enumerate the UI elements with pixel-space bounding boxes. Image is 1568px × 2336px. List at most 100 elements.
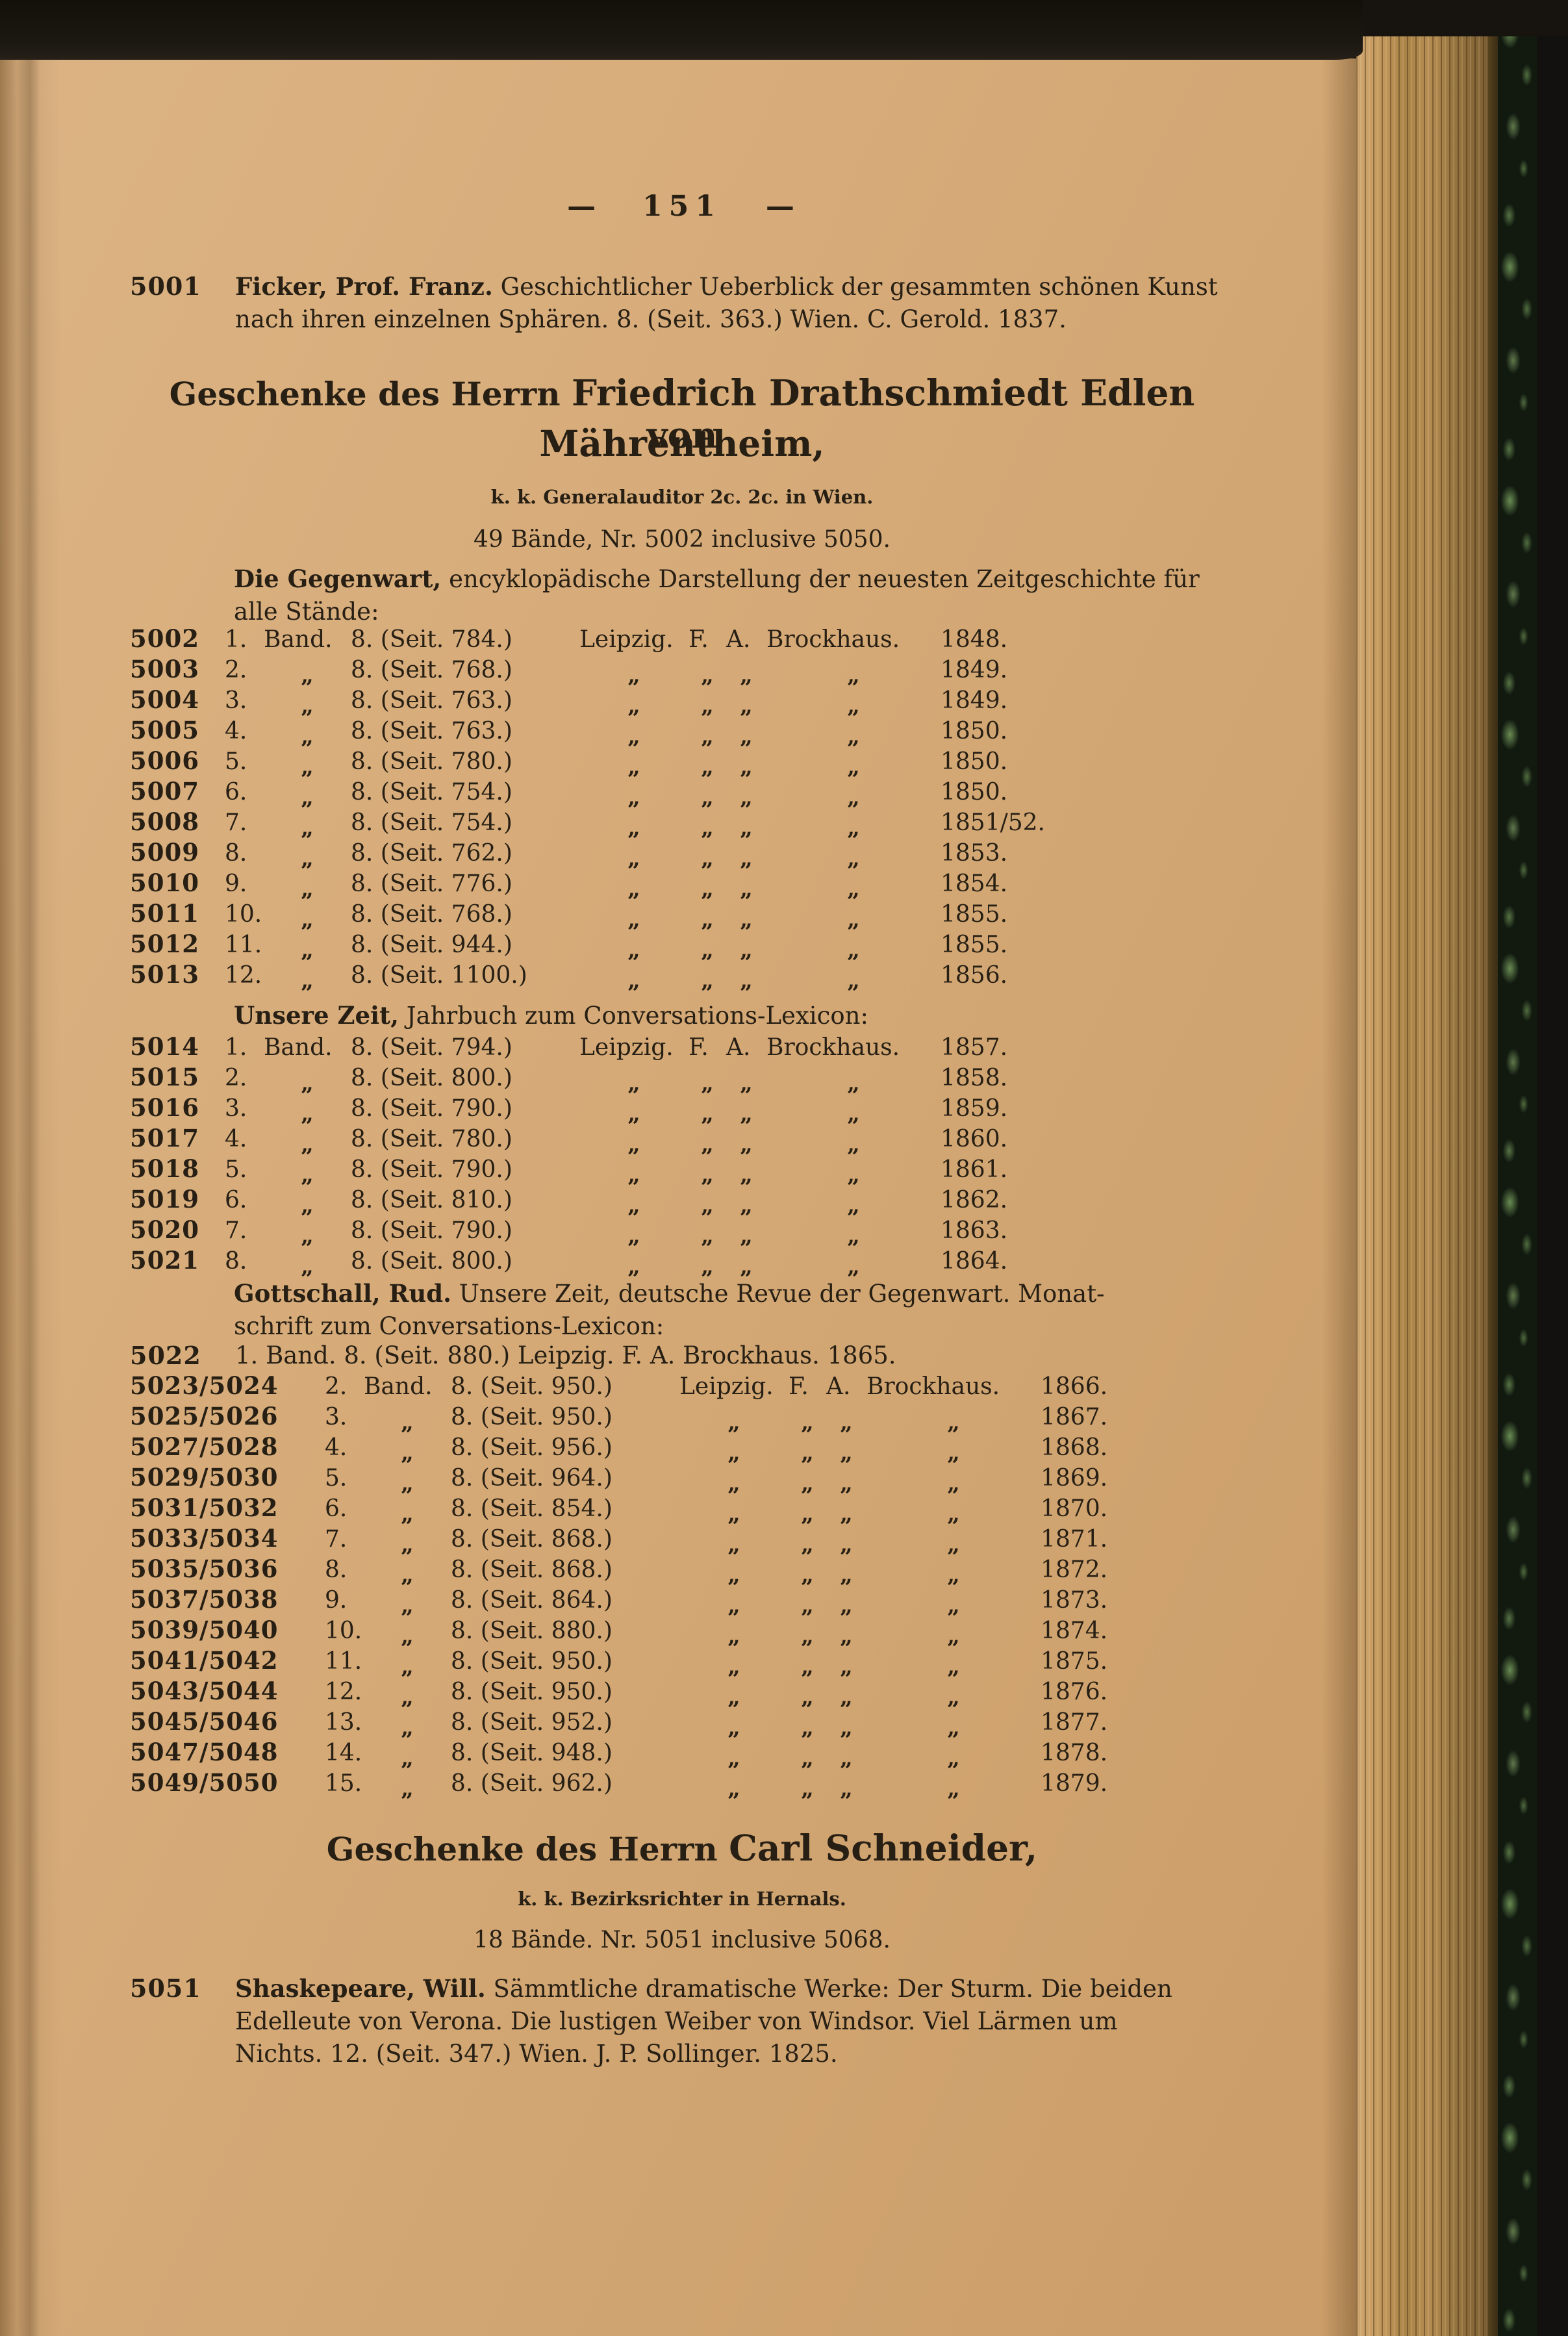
author-name: Shaskepeare, Will. xyxy=(235,1974,486,2003)
row-band: 7. xyxy=(325,1526,348,1553)
row-publisher-initial-2: „ xyxy=(740,1254,753,1280)
row-publisher-initial-2: „ xyxy=(740,968,753,994)
row-band-word: „ xyxy=(301,846,314,872)
row-publisher-initial-1: „ xyxy=(801,1684,814,1710)
table-row: 5014 1. Band. 8. (Seit. 794.) Leipzig. F… xyxy=(130,1032,1007,1062)
table-row: 5025/5026 3. „ 8. (Seit. 950.) „ „ „ „ 1… xyxy=(130,1401,1108,1436)
row-number: 5016 xyxy=(130,1093,199,1122)
row-year: 1873. xyxy=(1041,1587,1108,1614)
row-number: 5049/5050 xyxy=(130,1768,279,1797)
row-band-word: „ xyxy=(301,754,314,780)
table-row: 5017 4. „ 8. (Seit. 780.) „ „ „ „ 1860. xyxy=(130,1123,1007,1158)
row-publisher-initial-1: „ xyxy=(801,1501,814,1527)
row-publisher-initial-2: „ xyxy=(840,1532,853,1558)
series-title: Unsere Zeit, xyxy=(234,1001,399,1030)
row-number: 5005 xyxy=(130,716,199,744)
row-year: 1855. xyxy=(941,901,1008,928)
row-number: 5041/5042 xyxy=(130,1646,279,1675)
row-format-pages: 8. (Seit. 810.) xyxy=(351,1187,512,1213)
row-number: 5018 xyxy=(130,1154,199,1183)
table-row: 5009 8. „ 8. (Seit. 762.) „ „ „ „ 1853. xyxy=(130,837,1045,872)
row-year: 1863. xyxy=(941,1217,1008,1244)
series-header-line: Gottschall, Rud. Unsere Zeit, deutsche R… xyxy=(234,1277,1273,1310)
row-place: „ xyxy=(727,1532,740,1558)
row-band-word: „ xyxy=(301,937,314,963)
row-band: 7. xyxy=(225,809,247,836)
row-publisher: „ xyxy=(947,1623,960,1649)
row-publisher: „ xyxy=(947,1440,960,1466)
row-publisher-initial-1: „ xyxy=(801,1715,814,1741)
row-number: 5017 xyxy=(130,1124,199,1152)
row-place: „ xyxy=(727,1715,740,1741)
table-row: 5047/5048 14. „ 8. (Seit. 948.) „ „ „ „ … xyxy=(130,1737,1107,1771)
table-row: 5016 3. „ 8. (Seit. 790.) „ „ „ „ 1859. xyxy=(130,1093,1007,1127)
row-publisher-initial-2: „ xyxy=(840,1746,853,1771)
page-edges xyxy=(1356,17,1487,2336)
row-band-word: „ xyxy=(301,785,314,811)
entry-line: Nichts. 12. (Seit. 347.) Wien. J. P. Sol… xyxy=(235,2040,838,2068)
row-format-pages: 8. (Seit. 1100.) xyxy=(351,962,527,989)
row-number: 5007 xyxy=(130,777,199,806)
row-band-word: „ xyxy=(301,907,314,933)
row-format-pages: 8. (Seit. 768.) xyxy=(351,657,512,683)
row-publisher-initial-1: „ xyxy=(801,1410,814,1436)
row-year: 1874. xyxy=(1041,1618,1108,1644)
section-heading-schneider: Geschenke des Herrn Carl Schneider, xyxy=(130,1827,1234,1869)
row-publisher: „ xyxy=(947,1471,960,1497)
row-publisher-initial-1: „ xyxy=(701,754,714,780)
row-band: 7. xyxy=(225,1217,247,1244)
row-publisher: „ xyxy=(947,1562,960,1588)
row-format-pages: 8. (Seit. 868.) xyxy=(451,1526,613,1553)
row-band-word: „ xyxy=(301,968,314,994)
row-year: 1869. xyxy=(1041,1465,1108,1492)
row-publisher-initial-1: „ xyxy=(801,1623,814,1649)
row-number: 5006 xyxy=(130,746,199,775)
row-band: 2. xyxy=(225,1065,247,1091)
row-band-word: „ xyxy=(301,663,314,689)
row-publisher: Brockhaus. xyxy=(766,626,900,653)
row-band: 1. xyxy=(225,1034,247,1061)
page-header: — 151 — xyxy=(130,190,1234,223)
table-row: 5020 7. „ 8. (Seit. 790.) „ „ „ „ 1863. xyxy=(130,1215,1008,1249)
row-place: „ xyxy=(727,1623,740,1649)
row-publisher-initial-1: „ xyxy=(701,1071,714,1097)
row-publisher-initial-2: A. xyxy=(726,1034,751,1061)
row-publisher-initial-1: „ xyxy=(701,693,714,719)
table-row: 5005 4. „ 8. (Seit. 763.) „ „ „ „ 1850. xyxy=(130,715,1045,750)
row-format-pages: 8. (Seit. 776.) xyxy=(351,870,512,897)
table-row: 5004 3. „ 8. (Seit. 763.) „ „ „ „ 1849. xyxy=(130,685,1045,719)
row-publisher-initial-2: „ xyxy=(740,815,753,841)
row-publisher-initial-1: „ xyxy=(801,1776,814,1802)
table-row: 5012 11. „ 8. (Seit. 944.) „ „ „ „ 1855. xyxy=(130,929,1045,963)
row-publisher: „ xyxy=(947,1776,960,1802)
row-publisher-initial-1: „ xyxy=(801,1593,814,1619)
row-publisher-initial-2: „ xyxy=(740,1223,753,1249)
marbled-cover xyxy=(1498,14,1538,2336)
row-number: 5035/5036 xyxy=(130,1555,279,1583)
row-year: 1867. xyxy=(1041,1404,1108,1430)
row-band-word: „ xyxy=(401,1532,414,1558)
row-publisher-initial-1: „ xyxy=(701,1132,714,1158)
row-year: 1870. xyxy=(1041,1495,1108,1522)
table-row: 5019 6. „ 8. (Seit. 810.) „ „ „ „ 1862. xyxy=(130,1184,1007,1219)
row-band-word: Band. xyxy=(364,1373,433,1400)
table-row: 5029/5030 5. „ 8. (Seit. 964.) „ „ „ „ 1… xyxy=(130,1462,1108,1497)
row-number: 5015 xyxy=(130,1063,199,1091)
row-band: 8. xyxy=(325,1556,348,1583)
row-publisher-initial-1: „ xyxy=(701,663,714,689)
row-format-pages: 8. (Seit. 964.) xyxy=(451,1465,613,1492)
row-publisher: „ xyxy=(847,785,860,811)
row-number: 5047/5048 xyxy=(130,1738,279,1766)
row-place: „ xyxy=(727,1562,740,1588)
row-year: 1872. xyxy=(1041,1556,1108,1583)
row-publisher: „ xyxy=(947,1715,960,1741)
row-year: 1866. xyxy=(1041,1373,1108,1400)
table-row: 5003 2. „ 8. (Seit. 768.) „ „ „ „ 1849. xyxy=(130,654,1045,689)
catalog-entry-5051: 5051 Shaskepeare, Will. Sämmtliche drama… xyxy=(130,1972,1274,2070)
row-format-pages: 8. (Seit. 790.) xyxy=(351,1095,512,1122)
row-band: 8. xyxy=(225,1248,247,1275)
row-band: 6. xyxy=(225,779,247,806)
row-band: 4. xyxy=(225,718,247,744)
table-row: 5008 7. „ 8. (Seit. 754.) „ „ „ „ 1851/5… xyxy=(130,807,1045,841)
